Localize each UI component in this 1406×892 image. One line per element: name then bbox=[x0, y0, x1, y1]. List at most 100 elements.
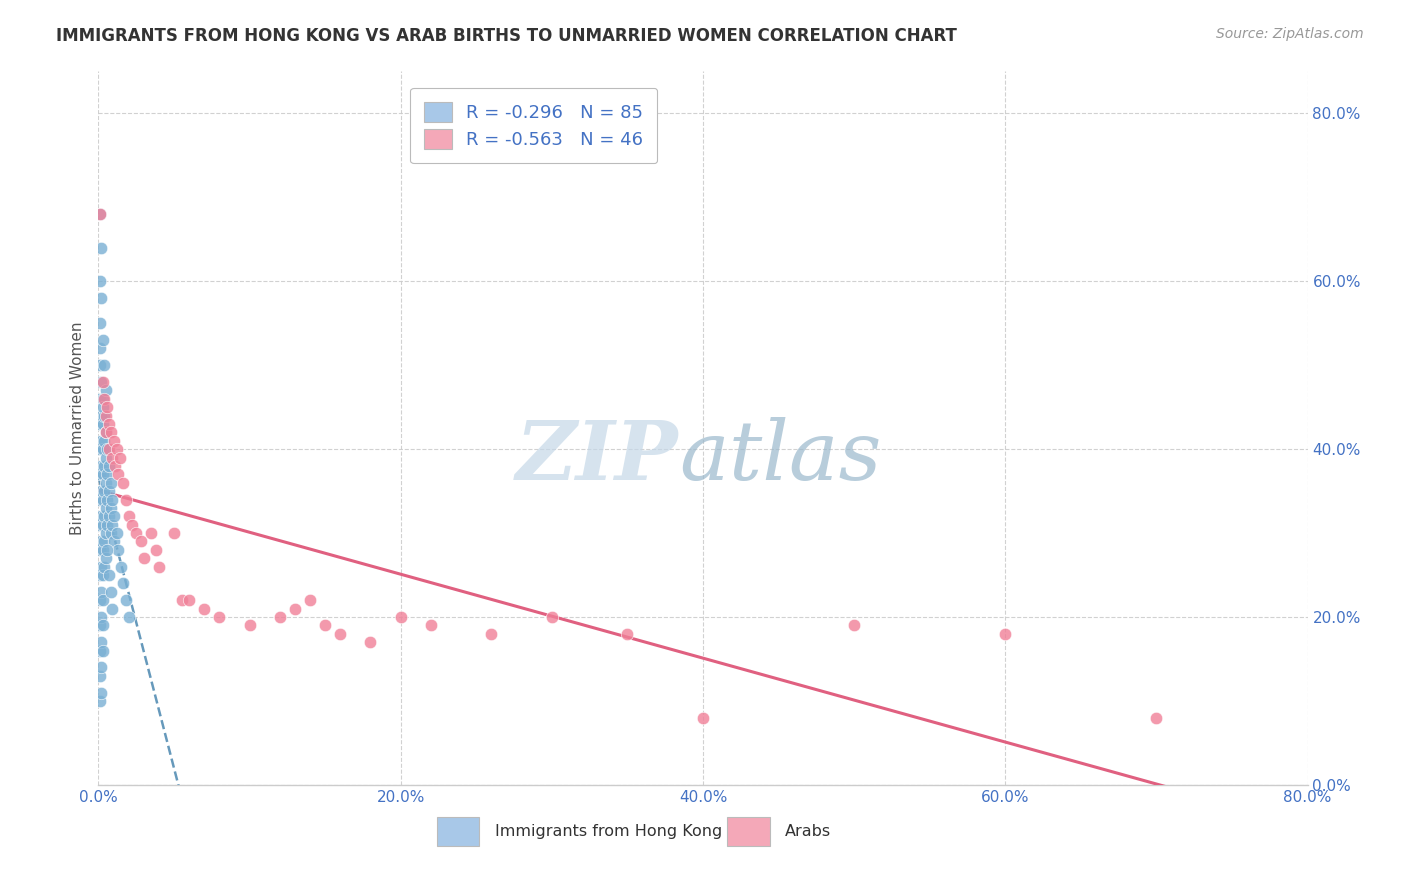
Point bbox=[90, 685, 112, 699]
Point bbox=[91, 492, 114, 507]
Point bbox=[91, 375, 114, 389]
Text: ZIP: ZIP bbox=[516, 417, 679, 497]
Point bbox=[98, 509, 121, 524]
Point bbox=[90, 660, 112, 674]
Point bbox=[104, 458, 127, 473]
Point bbox=[108, 450, 131, 465]
Point bbox=[96, 517, 118, 532]
Point bbox=[103, 509, 125, 524]
Point bbox=[100, 585, 122, 599]
Point bbox=[89, 568, 111, 582]
Point bbox=[91, 618, 114, 632]
Point bbox=[89, 442, 111, 457]
Point bbox=[89, 593, 111, 607]
Text: Source: ZipAtlas.com: Source: ZipAtlas.com bbox=[1216, 27, 1364, 41]
Point bbox=[89, 274, 111, 288]
Point bbox=[616, 627, 638, 641]
Point bbox=[329, 627, 352, 641]
Point bbox=[91, 593, 114, 607]
Point bbox=[125, 526, 148, 541]
Point bbox=[90, 291, 112, 305]
Legend: R = -0.296   N = 85, R = -0.563   N = 46: R = -0.296 N = 85, R = -0.563 N = 46 bbox=[411, 87, 658, 163]
Point bbox=[90, 484, 112, 499]
Point bbox=[239, 618, 262, 632]
FancyBboxPatch shape bbox=[437, 817, 479, 846]
Point bbox=[91, 517, 114, 532]
Point bbox=[98, 484, 121, 499]
Point bbox=[91, 417, 114, 431]
Point bbox=[98, 458, 121, 473]
Point bbox=[111, 475, 134, 490]
Point bbox=[90, 375, 112, 389]
Point bbox=[91, 542, 114, 557]
Point bbox=[89, 618, 111, 632]
Point bbox=[93, 458, 115, 473]
Point bbox=[90, 241, 112, 255]
Point bbox=[89, 316, 111, 330]
Point bbox=[94, 500, 117, 515]
Point bbox=[420, 618, 443, 632]
Point bbox=[94, 475, 117, 490]
Point bbox=[118, 509, 141, 524]
Point bbox=[132, 551, 155, 566]
Point bbox=[103, 434, 125, 448]
Point bbox=[100, 475, 122, 490]
Point bbox=[93, 358, 115, 372]
Point bbox=[89, 542, 111, 557]
Point bbox=[101, 517, 124, 532]
Point bbox=[89, 207, 111, 221]
Point bbox=[110, 559, 132, 574]
Point bbox=[100, 500, 122, 515]
Point bbox=[96, 400, 118, 414]
Point bbox=[90, 534, 112, 549]
Point bbox=[91, 442, 114, 457]
Y-axis label: Births to Unmarried Women: Births to Unmarried Women bbox=[69, 321, 84, 535]
Point bbox=[105, 442, 128, 457]
Point bbox=[93, 392, 115, 406]
Point bbox=[98, 568, 121, 582]
Point bbox=[100, 425, 122, 440]
Point bbox=[89, 417, 111, 431]
Point bbox=[96, 467, 118, 482]
Point bbox=[89, 492, 111, 507]
Point bbox=[1144, 711, 1167, 725]
Point bbox=[101, 492, 124, 507]
Point bbox=[90, 458, 112, 473]
Point bbox=[844, 618, 866, 632]
Point bbox=[90, 559, 112, 574]
Point bbox=[100, 526, 122, 541]
Point bbox=[481, 627, 503, 641]
Point bbox=[93, 509, 115, 524]
Point bbox=[103, 534, 125, 549]
Point bbox=[208, 610, 231, 624]
Point bbox=[90, 409, 112, 423]
Point bbox=[94, 409, 117, 423]
Point bbox=[98, 442, 121, 457]
Point bbox=[193, 601, 215, 615]
Point bbox=[93, 534, 115, 549]
Point bbox=[90, 434, 112, 448]
Point bbox=[89, 342, 111, 356]
Point bbox=[360, 635, 382, 649]
Point bbox=[299, 593, 322, 607]
Point bbox=[141, 526, 163, 541]
Point bbox=[114, 593, 136, 607]
Point bbox=[89, 358, 111, 372]
Point bbox=[94, 384, 117, 398]
Point bbox=[90, 635, 112, 649]
Point bbox=[93, 559, 115, 574]
Point bbox=[94, 425, 117, 440]
Point bbox=[314, 618, 336, 632]
Point bbox=[121, 517, 143, 532]
Point bbox=[114, 492, 136, 507]
Point bbox=[91, 392, 114, 406]
Point bbox=[129, 534, 152, 549]
Text: atlas: atlas bbox=[679, 417, 882, 497]
Point bbox=[91, 568, 114, 582]
Point bbox=[90, 585, 112, 599]
Text: Immigrants from Hong Kong: Immigrants from Hong Kong bbox=[495, 824, 723, 838]
Point bbox=[89, 467, 111, 482]
FancyBboxPatch shape bbox=[727, 817, 769, 846]
Point bbox=[94, 450, 117, 465]
Point bbox=[118, 610, 141, 624]
